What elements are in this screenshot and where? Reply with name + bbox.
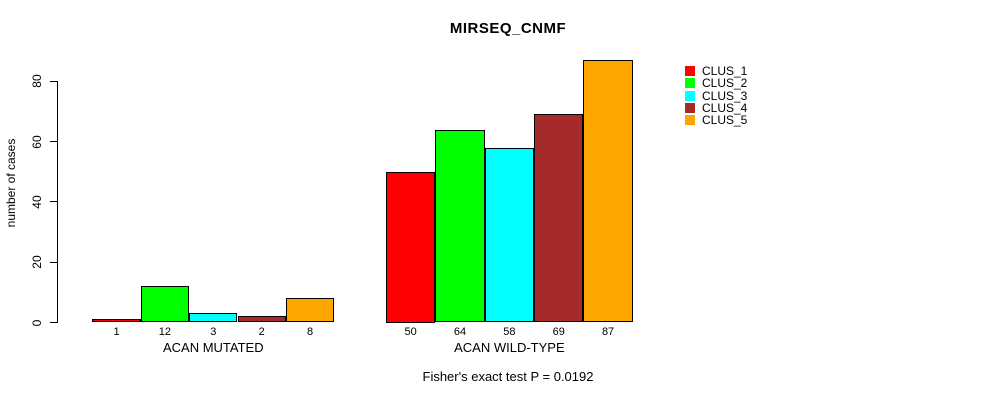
bar-value-label: 58 <box>503 326 516 338</box>
y-tick-label: 20 <box>30 255 44 269</box>
bar-clus_4 <box>237 316 286 323</box>
legend-swatch-clus_5 <box>685 115 695 126</box>
x-group-label: ACAN WILD-TYPE <box>454 340 565 355</box>
y-tick <box>50 261 57 263</box>
legend-label-clus_2: CLUS_2 <box>702 76 748 91</box>
y-tick <box>50 322 57 323</box>
bar-value-label: 64 <box>453 326 467 338</box>
bar-value-label: 87 <box>601 326 615 338</box>
legend-swatch-clus_2 <box>685 78 695 89</box>
y-tick-label: 40 <box>30 195 44 209</box>
bar-value-label: 3 <box>210 326 217 338</box>
legend-swatch-clus_4 <box>685 102 695 113</box>
bar-value-label: 8 <box>307 326 314 338</box>
bar-clus_3 <box>484 147 535 323</box>
y-tick <box>50 80 57 82</box>
y-tick <box>50 201 57 203</box>
bar-clus_5 <box>285 298 335 323</box>
y-tick <box>50 141 57 143</box>
bar-value-label: 69 <box>552 326 565 338</box>
x-group-label: ACAN MUTATED <box>162 340 264 355</box>
y-axis-label: number of cases <box>4 138 18 228</box>
bar-clus_1 <box>386 171 436 323</box>
bar-clus_4 <box>534 114 584 323</box>
y-tick-label: 60 <box>30 134 44 149</box>
chart-title: MIRSEQ_CNMF <box>449 20 567 37</box>
bar-clus_1 <box>92 319 141 323</box>
bar-value-label: 2 <box>258 326 265 338</box>
bar-value-label: 12 <box>158 326 172 338</box>
bar-clus_2 <box>140 286 190 323</box>
bar-value-label: 1 <box>113 326 120 338</box>
stat-annotation: Fisher's exact test P = 0.0192 <box>422 369 594 384</box>
y-tick-label: 0 <box>30 319 44 326</box>
legend-label-clus_5: CLUS_5 <box>702 113 748 128</box>
legend-label-clus_4: CLUS_4 <box>702 100 748 115</box>
legend-label-clus_3: CLUS_3 <box>702 88 748 103</box>
legend-swatch-clus_3 <box>685 90 695 101</box>
bar-clus_3 <box>189 313 238 323</box>
bar-clus_5 <box>583 60 633 323</box>
bar-clus_2 <box>435 129 485 323</box>
legend-swatch-clus_1 <box>685 66 695 76</box>
y-tick-label: 80 <box>30 74 44 88</box>
legend-label-clus_1: CLUS_1 <box>702 64 748 78</box>
bar-value-label: 50 <box>404 326 417 338</box>
y-axis <box>57 81 58 323</box>
